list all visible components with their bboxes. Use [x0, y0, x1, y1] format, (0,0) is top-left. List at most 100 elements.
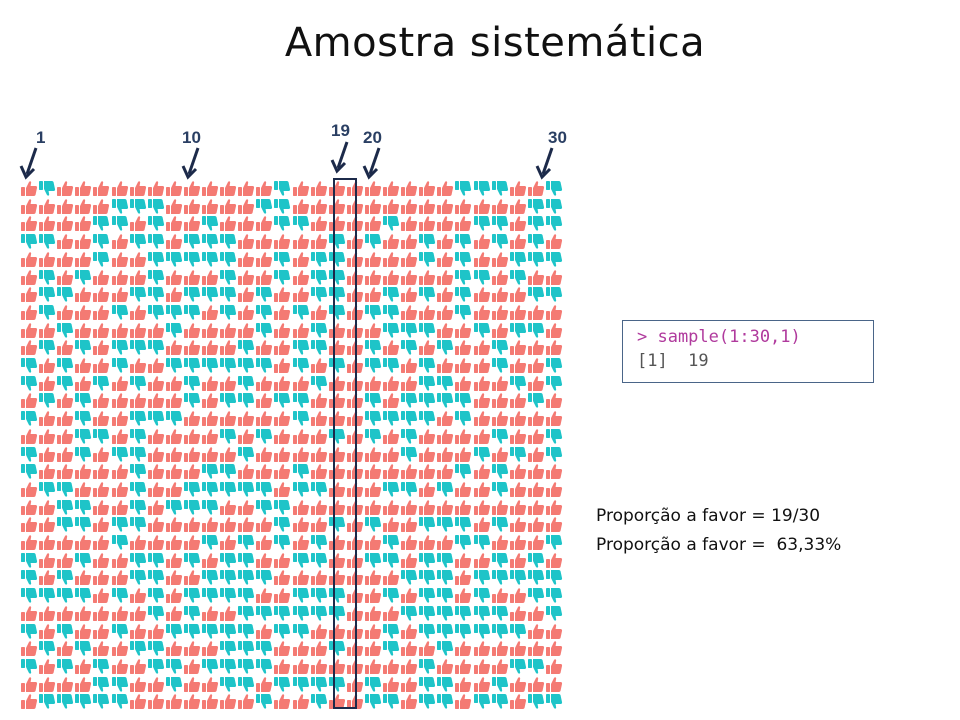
- thumbs-up-icon: [255, 676, 273, 693]
- thumbs-up-icon: [292, 446, 310, 463]
- thumbs-up-icon: [183, 339, 201, 356]
- thumbs-up-icon: [273, 446, 291, 463]
- thumbs-up-icon: [509, 357, 527, 374]
- thumbs-up-icon: [400, 499, 418, 516]
- thumbs-up-icon: [20, 693, 38, 710]
- thumbs-up-icon: [292, 180, 310, 197]
- thumbs-up-icon: [364, 322, 382, 339]
- thumbs-down-icon: [38, 339, 56, 356]
- thumbs-up-icon: [346, 640, 364, 657]
- thumbs-down-icon: [56, 375, 74, 392]
- thumbs-down-icon: [527, 569, 545, 586]
- thumbs-up-icon: [92, 640, 110, 657]
- thumbs-down-icon: [183, 375, 201, 392]
- thumbs-down-icon: [201, 499, 219, 516]
- thumbs-down-icon: [129, 516, 147, 533]
- thumbs-up-icon: [473, 233, 491, 250]
- thumbs-down-icon: [545, 693, 563, 710]
- thumbs-up-icon: [165, 534, 183, 551]
- thumbs-down-icon: [418, 233, 436, 250]
- thumbs-up-icon: [328, 198, 346, 215]
- thumbs-up-icon: [364, 215, 382, 232]
- thumbs-up-icon: [147, 428, 165, 445]
- thumbs-up-icon: [346, 375, 364, 392]
- thumbs-down-icon: [400, 446, 418, 463]
- thumbs-down-icon: [129, 410, 147, 427]
- thumbs-down-icon: [527, 658, 545, 675]
- thumbs-down-icon: [237, 357, 255, 374]
- thumbs-down-icon: [418, 587, 436, 604]
- thumbs-down-icon: [436, 605, 454, 622]
- thumbs-down-icon: [527, 251, 545, 268]
- thumbs-up-icon: [92, 339, 110, 356]
- thumbs-up-icon: [111, 658, 129, 675]
- slide-title: Amostra sistemática: [284, 20, 706, 66]
- thumbs-down-icon: [292, 357, 310, 374]
- thumbs-down-icon: [491, 357, 509, 374]
- thumbs-up-icon: [56, 676, 74, 693]
- thumbs-up-icon: [92, 463, 110, 480]
- thumbs-down-icon: [219, 658, 237, 675]
- thumbs-down-icon: [183, 357, 201, 374]
- thumbs-down-icon: [491, 552, 509, 569]
- thumbs-down-icon: [473, 269, 491, 286]
- thumbs-up-icon: [183, 322, 201, 339]
- thumbs-up-icon: [111, 499, 129, 516]
- thumbs-up-icon: [364, 658, 382, 675]
- thumbs-up-icon: [292, 428, 310, 445]
- thumbs-up-icon: [346, 322, 364, 339]
- thumbs-up-icon: [165, 481, 183, 498]
- thumbs-down-icon: [545, 357, 563, 374]
- thumbs-down-icon: [38, 640, 56, 657]
- thumbs-up-icon: [20, 304, 38, 321]
- thumbs-up-icon: [436, 251, 454, 268]
- thumbs-up-icon: [454, 640, 472, 657]
- thumbs-up-icon: [400, 251, 418, 268]
- thumbs-up-icon: [400, 516, 418, 533]
- thumbs-down-icon: [92, 233, 110, 250]
- thumbs-down-icon: [129, 286, 147, 303]
- thumbs-up-icon: [292, 251, 310, 268]
- thumbs-up-icon: [129, 215, 147, 232]
- thumbs-down-icon: [201, 623, 219, 640]
- thumbs-up-icon: [56, 233, 74, 250]
- thumbs-up-icon: [129, 180, 147, 197]
- thumbs-down-icon: [201, 233, 219, 250]
- thumbs-down-icon: [473, 623, 491, 640]
- thumbs-down-icon: [237, 658, 255, 675]
- thumbs-up-icon: [491, 658, 509, 675]
- thumbs-up-icon: [74, 198, 92, 215]
- thumbs-down-icon: [237, 392, 255, 409]
- thumbs-up-icon: [364, 569, 382, 586]
- thumbs-down-icon: [111, 516, 129, 533]
- thumbs-up-icon: [454, 198, 472, 215]
- thumbs-up-icon: [364, 534, 382, 551]
- thumbs-down-icon: [129, 640, 147, 657]
- thumbs-up-icon: [74, 569, 92, 586]
- thumbs-up-icon: [183, 446, 201, 463]
- thumbs-up-icon: [183, 198, 201, 215]
- thumbs-down-icon: [183, 304, 201, 321]
- thumbs-down-icon: [56, 481, 74, 498]
- thumbs-up-icon: [400, 623, 418, 640]
- thumbs-up-icon: [310, 499, 328, 516]
- thumbs-up-icon: [545, 623, 563, 640]
- thumbs-down-icon: [328, 428, 346, 445]
- thumbs-up-icon: [509, 392, 527, 409]
- thumbs-up-icon: [255, 516, 273, 533]
- thumbs-up-icon: [111, 269, 129, 286]
- thumbs-down-icon: [292, 552, 310, 569]
- thumbs-down-icon: [328, 587, 346, 604]
- thumbs-up-icon: [201, 304, 219, 321]
- thumbs-down-icon: [201, 251, 219, 268]
- thumbs-up-icon: [328, 569, 346, 586]
- thumbs-up-icon: [310, 446, 328, 463]
- thumbs-up-icon: [183, 410, 201, 427]
- thumbs-up-icon: [201, 339, 219, 356]
- thumbs-down-icon: [273, 605, 291, 622]
- thumbs-down-icon: [255, 605, 273, 622]
- thumbs-down-icon: [255, 322, 273, 339]
- thumbs-down-icon: [491, 676, 509, 693]
- thumbs-down-icon: [436, 392, 454, 409]
- thumbs-up-icon: [219, 534, 237, 551]
